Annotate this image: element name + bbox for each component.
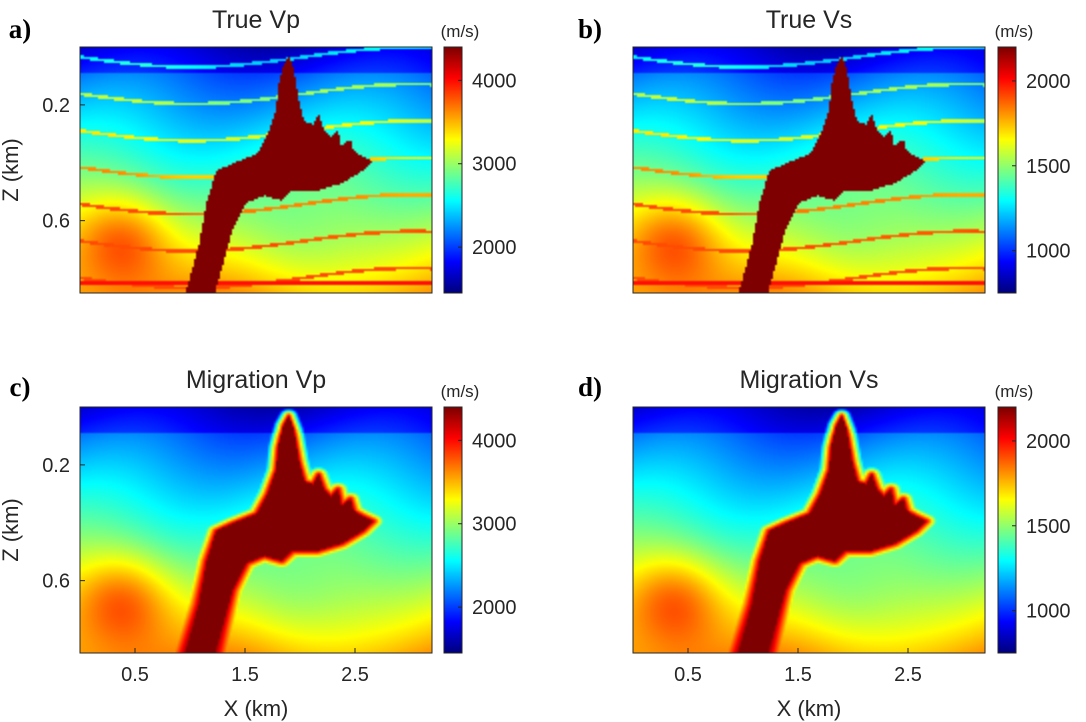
x-axis-label: X (km) [224,696,289,721]
colorbar-tick-label: 1500 [1026,156,1071,178]
velocity-heatmap [633,407,985,653]
velocity-heatmap [633,47,985,293]
colorbar-tick-label: 3000 [472,154,517,176]
x-tick-label: 0.5 [121,664,149,686]
colorbar-frame [997,46,1017,294]
panel-3: c) Migration Vp 0.2 0.6 0.5 1.5 2.5 Z (km) X (km… [0,366,517,721]
colorbar-frame [443,46,463,294]
panel-title: Migration Vp [186,366,326,394]
panel-tag: c) [10,372,31,402]
panel-1: a) True Vp 0.2 0.6 Z (km) (m/s) 4000 3000 2000 [0,6,517,294]
colorbar-tick-label: 2000 [472,597,517,619]
colorbar-unit: (m/s) [995,22,1034,41]
colorbar [998,47,1016,293]
colorbar-unit: (m/s) [441,22,480,41]
colorbar-tick-label: 1000 [1026,601,1071,623]
x-tick-label: 0.5 [674,664,702,686]
plot-frame [79,46,433,294]
colorbar-frame [443,406,463,654]
colorbar-tick-label: 2000 [1026,431,1071,453]
colorbar [444,407,462,653]
panel-tag: b) [578,14,602,44]
colorbar-tick-label: 2000 [472,237,517,259]
plot-frame [79,406,433,654]
colorbar-frame [997,406,1017,654]
panel-title: True Vp [212,6,300,34]
panel-4: d) Migration Vs 0.5 1.5 2.5 X (km) (m/s) 2000 15… [578,366,1071,721]
panel-tag: d) [578,372,602,402]
y-axis-label: Z (km) [0,138,23,202]
colorbar-unit: (m/s) [995,382,1034,401]
panel-title: Migration Vs [740,366,879,394]
plot-frame [632,46,986,294]
colorbar-tick-label: 1000 [1026,241,1071,263]
panel-2: b) True Vs (m/s) 2000 1500 1000 [578,6,1071,294]
colorbar-tick-label: 2000 [1026,71,1071,93]
colorbar-tick-label: 1500 [1026,516,1071,538]
plot-frame [632,406,986,654]
colorbar-tick-label: 3000 [472,514,517,536]
x-axis-label: X (km) [777,696,842,721]
panel-title: True Vs [766,6,853,34]
y-tick-label: 0.2 [42,95,70,117]
colorbar-tick-label: 4000 [472,70,517,92]
colorbar-tick-label: 4000 [472,430,517,452]
y-tick-label: 0.6 [42,571,70,593]
y-axis-label: Z (km) [0,498,23,562]
velocity-heatmap [80,47,432,293]
colorbar-unit: (m/s) [441,382,480,401]
x-tick-label: 2.5 [341,664,369,686]
panel-tag: a) [9,14,32,44]
x-tick-label: 1.5 [231,664,259,686]
velocity-heatmap [80,407,432,653]
y-tick-label: 0.6 [42,211,70,233]
x-tick-label: 2.5 [894,664,922,686]
x-tick-label: 1.5 [784,664,812,686]
colorbar [998,407,1016,653]
y-tick-label: 0.2 [42,455,70,477]
colorbar [444,47,462,293]
